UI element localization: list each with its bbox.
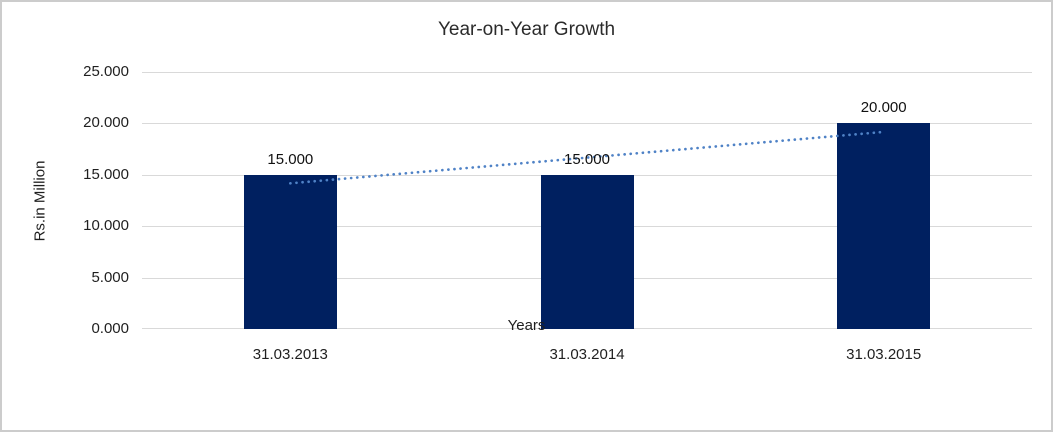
bar <box>243 174 337 329</box>
x-tick-label: 31.03.2013 <box>252 346 328 363</box>
x-tick-label: 31.03.2014 <box>549 346 625 363</box>
gridline <box>142 72 1032 73</box>
y-tick-label: 15.000 <box>83 165 129 183</box>
bar <box>540 174 634 329</box>
chart-title: Year-on-Year Growth <box>437 19 616 40</box>
y-tick-label: 0.000 <box>91 320 129 338</box>
y-axis-ticks: 25.000 20.000 15.000 10.000 5.000 0.000 <box>2 63 142 337</box>
gridline <box>142 123 1032 125</box>
y-tick-label: 10.000 <box>83 217 129 235</box>
trendline <box>288 130 886 185</box>
x-axis-label: Years <box>507 317 546 334</box>
plot-area: 31.03.2013 31.03.2014 31.03.2015 15.000 15.0… <box>142 72 1032 363</box>
bar-value-label: 15.000 <box>564 150 610 168</box>
y-tick-label: 5.000 <box>91 268 129 286</box>
bar <box>837 123 931 329</box>
bar-value-label: 15.000 <box>267 150 314 168</box>
x-tick-label: 31.03.2015 <box>846 346 922 363</box>
y-tick-label: 20.000 <box>83 114 129 132</box>
y-tick-label: 25.000 <box>83 63 129 81</box>
bar-value-label: 20.000 <box>860 99 907 117</box>
